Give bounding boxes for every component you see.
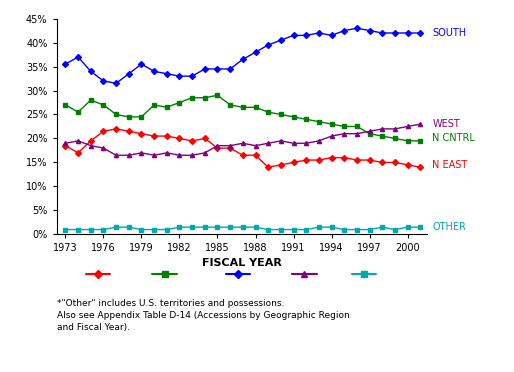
Text: N East: N East	[114, 269, 145, 279]
Text: South: South	[254, 269, 282, 279]
Text: SOUTH: SOUTH	[432, 28, 466, 38]
Text: Other*: Other*	[379, 269, 412, 279]
Text: N EAST: N EAST	[432, 160, 467, 170]
Text: WEST: WEST	[432, 119, 460, 129]
Text: N Cntrl: N Cntrl	[180, 269, 214, 279]
X-axis label: FISCAL YEAR: FISCAL YEAR	[201, 257, 282, 267]
Text: West: West	[320, 269, 344, 279]
Text: OTHER: OTHER	[432, 222, 466, 232]
Text: *"Other" includes U.S. territories and possessions.
Also see Appendix Table D-14: *"Other" includes U.S. territories and p…	[57, 299, 350, 332]
Text: N CNTRL: N CNTRL	[432, 134, 475, 144]
